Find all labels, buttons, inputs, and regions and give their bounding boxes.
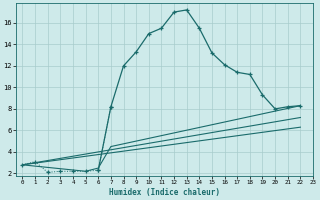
X-axis label: Humidex (Indice chaleur): Humidex (Indice chaleur) <box>109 188 220 197</box>
